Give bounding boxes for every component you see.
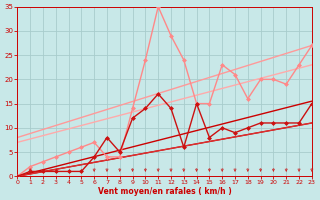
X-axis label: Vent moyen/en rafales ( km/h ): Vent moyen/en rafales ( km/h ) [98,187,231,196]
